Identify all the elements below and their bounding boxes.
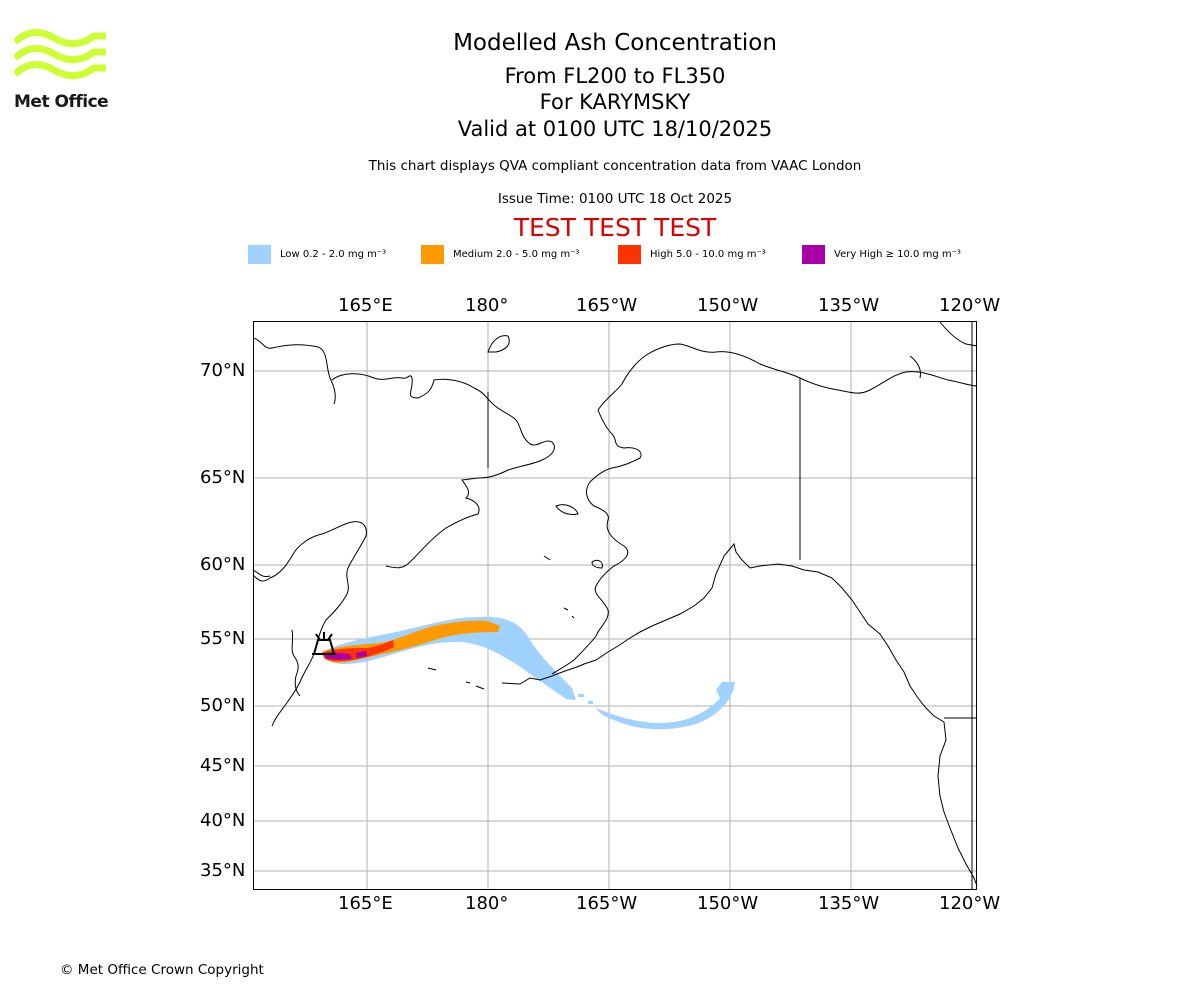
ash-low-area <box>322 616 735 730</box>
lon-label-top-180: 180° <box>465 295 509 316</box>
test-banner: TEST TEST TEST <box>513 213 717 242</box>
lat-label-60n: 60°N <box>200 554 246 575</box>
lon-label-top-165e: 165°E <box>338 295 393 316</box>
met-office-logo-text: Met Office <box>14 92 109 112</box>
legend-item-high: High 5.0 - 10.0 mg m⁻³ <box>618 244 766 264</box>
lat-label-35n: 35°N <box>200 860 246 881</box>
met-office-wave-logo-icon <box>12 29 106 80</box>
legend-item-low: Low 0.2 - 2.0 mg m⁻³ <box>248 244 386 264</box>
legend-label-medium: Medium 2.0 - 5.0 mg m⁻³ <box>453 248 580 260</box>
legend-swatch-medium <box>421 244 444 264</box>
lat-label-50n: 50°N <box>200 695 246 716</box>
map-frame <box>253 321 977 890</box>
flight-level-range: From FL200 to FL350 <box>504 64 726 88</box>
legend-swatch-very-high <box>802 244 825 264</box>
lon-label-bottom-120w: 120°W <box>939 893 1001 914</box>
lat-label-65n: 65°N <box>200 467 246 488</box>
legend-swatch-low <box>248 244 271 264</box>
lon-label-top-120w: 120°W <box>939 295 1001 316</box>
lat-label-40n: 40°N <box>200 810 246 831</box>
chart-description: This chart displays QVA compliant concen… <box>368 158 862 174</box>
lat-label-70n: 70°N <box>200 360 246 381</box>
legend-swatch-high <box>618 244 641 264</box>
valid-time: Valid at 0100 UTC 18/10/2025 <box>457 117 773 141</box>
legend-item-medium: Medium 2.0 - 5.0 mg m⁻³ <box>421 244 579 264</box>
volcano-name: For KARYMSKY <box>539 90 691 114</box>
coastlines <box>252 321 978 890</box>
map-gridlines <box>253 321 977 890</box>
copyright-notice: © Met Office Crown Copyright <box>60 962 264 978</box>
lat-label-45n: 45°N <box>200 755 246 776</box>
legend-item-very-high: Very High ≥ 10.0 mg m⁻³ <box>802 244 961 264</box>
legend-label-high: High 5.0 - 10.0 mg m⁻³ <box>650 248 766 260</box>
lon-label-top-135w: 135°W <box>818 295 880 316</box>
issue-time: Issue Time: 0100 UTC 18 Oct 2025 <box>497 191 733 207</box>
met-office-logo <box>12 28 110 118</box>
lon-label-bottom-165w: 165°W <box>576 893 638 914</box>
lon-label-top-150w: 150°W <box>697 295 759 316</box>
lon-label-bottom-135w: 135°W <box>818 893 880 914</box>
chart-title: Modelled Ash Concentration <box>453 30 777 56</box>
lon-label-bottom-165e: 165°E <box>338 893 393 914</box>
legend-label-very-high: Very High ≥ 10.0 mg m⁻³ <box>834 248 961 260</box>
lon-label-top-165w: 165°W <box>576 295 638 316</box>
lon-label-bottom-180: 180° <box>465 893 509 914</box>
lon-label-bottom-150w: 150°W <box>697 893 759 914</box>
legend-label-low: Low 0.2 - 2.0 mg m⁻³ <box>280 248 387 260</box>
volcano-symbol-icon <box>312 632 336 655</box>
lat-label-55n: 55°N <box>200 628 246 649</box>
